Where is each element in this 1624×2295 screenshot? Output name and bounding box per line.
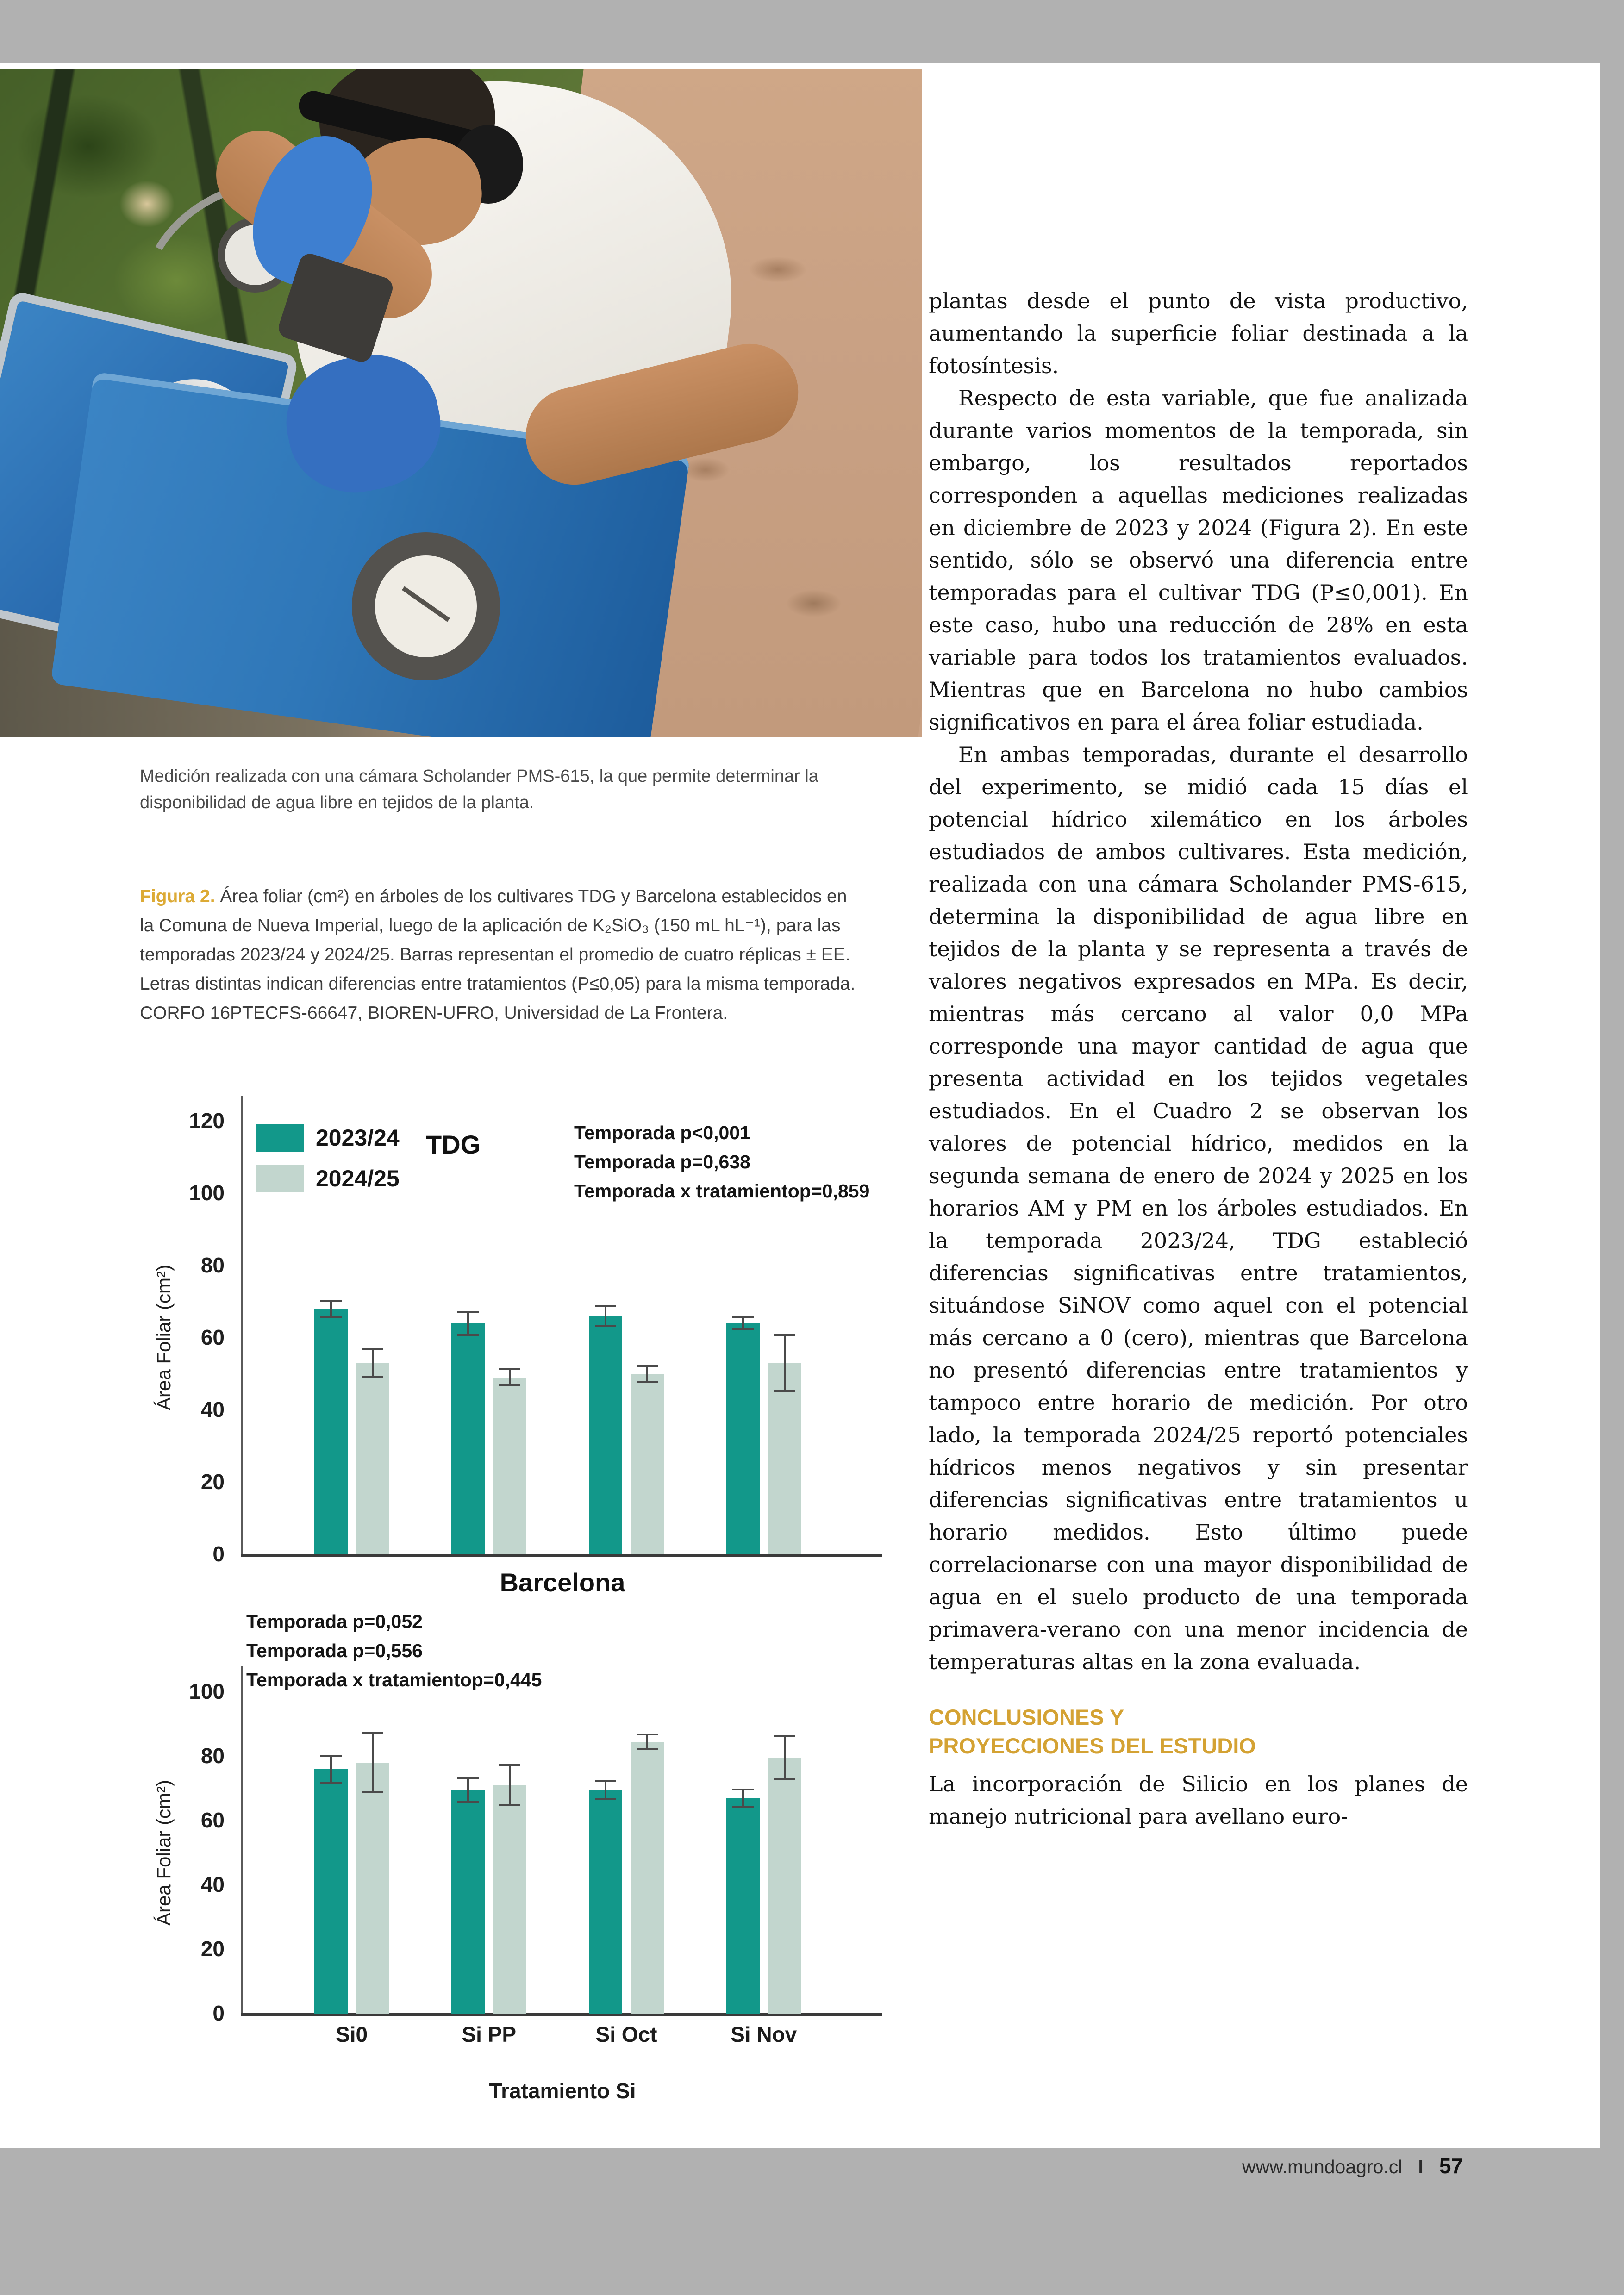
- x-tick-label: Si PP: [462, 2022, 517, 2046]
- stat-line: Temporada p=0,638: [574, 1151, 750, 1172]
- bar-2023-24-Si0: [314, 1769, 348, 2014]
- bar-2023-24-Si-PP: [451, 1790, 485, 2014]
- page-number: 57: [1439, 2154, 1463, 2178]
- x-tick-label: Si Oct: [595, 2022, 657, 2046]
- legend-label: 2023/24: [316, 1125, 400, 1151]
- error-bar: [774, 1334, 795, 1392]
- stat-line: Temporada x tratamientop=0,445: [246, 1669, 542, 1690]
- article-paragraph: plantas desde el punto de vista producti…: [929, 288, 1468, 378]
- error-bar: [774, 1735, 795, 1781]
- y-tick-label: 40: [200, 1872, 225, 1896]
- error-bar: [499, 1368, 521, 1387]
- error-bar: [362, 1348, 383, 1378]
- x-axis-line: [241, 1554, 882, 1557]
- y-axis-line: [241, 1666, 243, 2014]
- article-column: plantas desde el punto de vista producti…: [929, 285, 1468, 1833]
- chart-barcelona: Área Foliar (cm²) Barcelona Temporada p=…: [139, 1565, 889, 2148]
- error-bar: [595, 1780, 616, 1800]
- y-tick-label: 0: [212, 2001, 225, 2025]
- bar-2024-25-Si-PP: [493, 1377, 527, 1554]
- error-bar: [457, 1777, 479, 1803]
- y-tick-label: 60: [200, 1808, 225, 1832]
- bar-2024-25-Si-PP: [493, 1785, 527, 2014]
- error-bar: [499, 1764, 521, 1806]
- plot-area-barcelona: 0 20 40 60 80 100 Si0 Si PP Si Oct Si Nov: [189, 1666, 882, 2046]
- y-axis-label: Área Foliar (cm²): [153, 1779, 175, 1926]
- figure-caption-text: Área foliar (cm²) en árboles de los cult…: [140, 886, 856, 1023]
- chart-stats-barcelona: Temporada p=0,052 Temporada p=0,556 Temp…: [246, 1607, 542, 1695]
- figure-label: Figura 2.: [140, 886, 215, 906]
- y-tick-label: 80: [200, 1253, 225, 1277]
- y-axis-line: [241, 1096, 243, 1554]
- article-paragraph: La incorporación de Silicio en los plane…: [929, 1771, 1468, 1829]
- legend-label: 2024/25: [316, 1166, 400, 1191]
- article-paragraph: Respecto de esta variable, que fue anali…: [929, 386, 1468, 735]
- error-bar: [637, 1365, 658, 1383]
- bar-2023-24-Si-PP: [451, 1323, 485, 1554]
- bar-2024-25-Si-Nov: [768, 1363, 801, 1554]
- error-bar: [732, 1316, 754, 1331]
- error-bar: [320, 1754, 342, 1784]
- error-bar: [320, 1300, 342, 1318]
- stat-line: Temporada p=0,052: [246, 1611, 423, 1632]
- x-tick-label: Si Nov: [731, 2022, 797, 2046]
- bar-2024-25-Si0: [356, 1762, 389, 2014]
- legend-swatch-2023-24: [256, 1124, 304, 1152]
- bar-2023-24-Si-Oct: [589, 1790, 622, 2014]
- error-bar: [457, 1310, 479, 1336]
- y-tick-label: 20: [200, 1937, 225, 1961]
- bar-2023-24-Si-Oct: [589, 1316, 622, 1554]
- magazine-page-surface: Medición realizada con una cámara Schola…: [0, 63, 1600, 2148]
- chart-title-tdg: TDG: [426, 1130, 481, 1159]
- legend-row: 2023/24: [256, 1124, 400, 1152]
- error-bar: [637, 1734, 658, 1750]
- chart-title-barcelona: Barcelona: [500, 1568, 625, 1597]
- y-tick-label: 40: [200, 1397, 225, 1422]
- y-tick-label: 20: [200, 1470, 225, 1494]
- section-heading: CONCLUSIONES Y PROYECCIONES DEL ESTUDIO: [929, 1703, 1468, 1760]
- bar-2023-24-Si0: [314, 1309, 348, 1554]
- bar-2024-25-Si-Oct: [631, 1741, 664, 2014]
- article-paragraph: En ambas temporadas, durante el desarrol…: [929, 742, 1468, 1674]
- x-axis-title: Tratamiento Si: [489, 2079, 636, 2103]
- chart-stats-tdg: Temporada p<0,001 Temporada p=0,638 Temp…: [574, 1118, 869, 1206]
- photo-caption: Medición realizada con una cámara Schola…: [140, 767, 818, 812]
- chart-legend: 2023/24 2024/25: [256, 1124, 400, 1205]
- bar-2024-25-Si-Oct: [631, 1374, 664, 1554]
- bar-2024-25-Si-Nov: [768, 1758, 801, 2014]
- chart-tdg: Área Foliar (cm²) TDG Temporada p<0,001 …: [139, 1091, 889, 1593]
- field-measurement-photo: [0, 69, 922, 737]
- x-axis-line: [241, 2013, 882, 2016]
- error-bar: [595, 1305, 616, 1327]
- error-bar: [362, 1732, 383, 1793]
- bar-2024-25-Si0: [356, 1363, 389, 1554]
- bar-2023-24-Si-Nov: [726, 1798, 760, 2014]
- y-tick-label: 60: [200, 1325, 225, 1349]
- legend-row: 2024/25: [256, 1165, 400, 1192]
- y-tick-label: 80: [200, 1744, 225, 1768]
- y-tick-label: 100: [189, 1181, 225, 1205]
- legend-swatch-2024-25: [256, 1165, 304, 1192]
- y-tick-label: 100: [189, 1679, 225, 1703]
- plot-area-tdg: 0 20 40 60 80 100 120: [189, 1096, 882, 1566]
- figure-caption: Figura 2. Área foliar (cm²) en árboles d…: [140, 882, 862, 1028]
- stat-line: Temporada p=0,556: [246, 1640, 423, 1661]
- footer-site-url: www.mundoagro.cl: [1242, 2156, 1403, 2177]
- stat-line: Temporada p<0,001: [574, 1122, 750, 1143]
- stat-line: Temporada x tratamientop=0,859: [574, 1180, 870, 1202]
- page-footer: www.mundoagro.cl I 57: [1065, 2153, 1463, 2178]
- footer-separator: I: [1418, 2156, 1424, 2177]
- bar-2023-24-Si-Nov: [726, 1323, 760, 1554]
- heading-line: PROYECCIONES DEL ESTUDIO: [929, 1734, 1256, 1758]
- error-bar: [732, 1788, 754, 1808]
- x-tick-label: Si0: [336, 2022, 368, 2046]
- y-tick-label: 120: [189, 1109, 225, 1133]
- heading-line: CONCLUSIONES Y: [929, 1705, 1124, 1729]
- y-tick-label: 0: [212, 1542, 225, 1566]
